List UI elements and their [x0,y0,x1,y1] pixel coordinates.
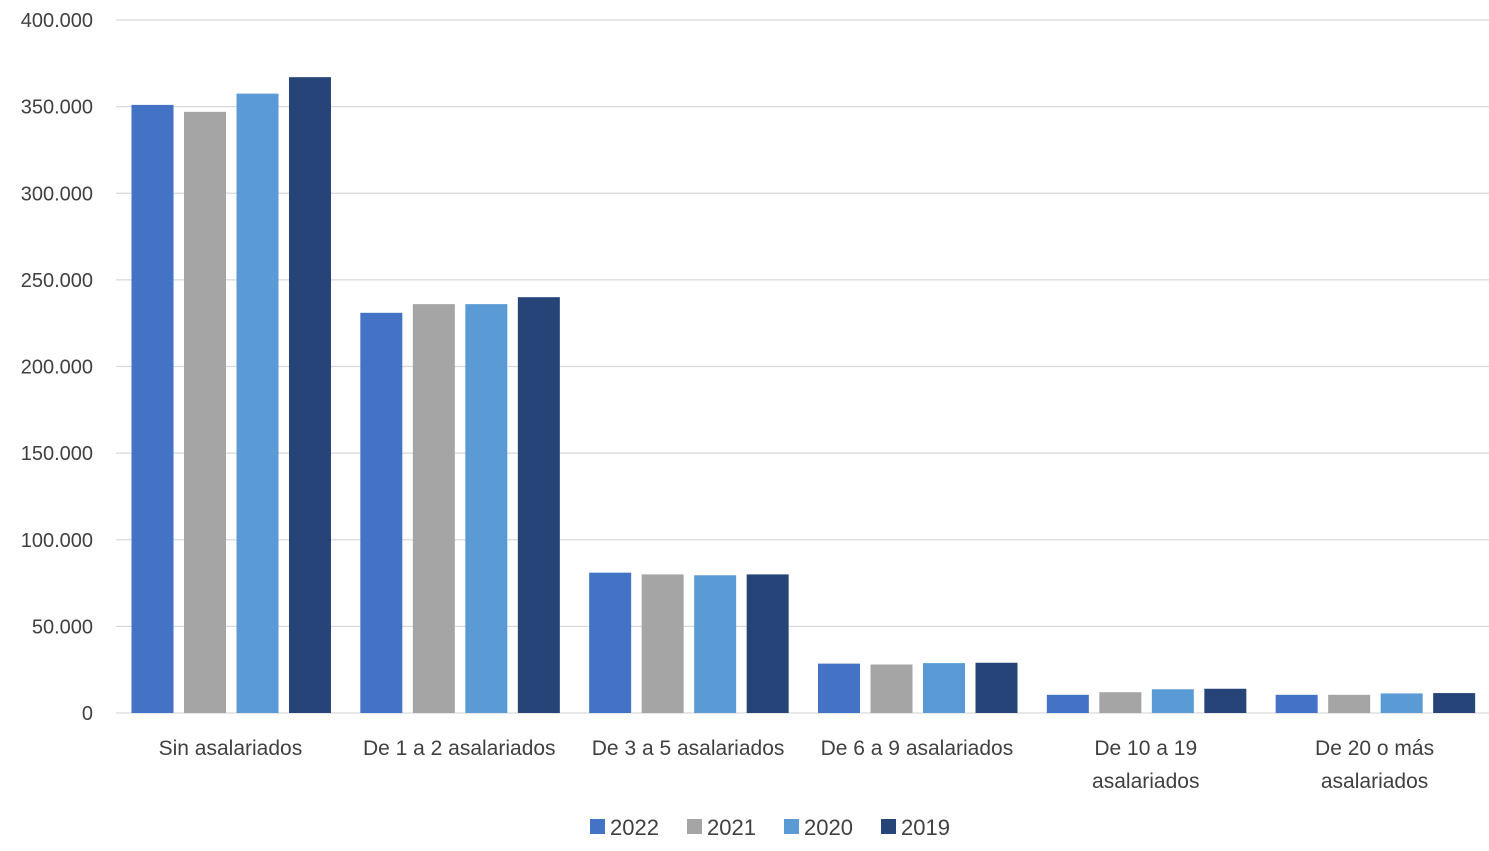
x-category-label: De 3 a 5 asalariados [592,737,785,760]
bar-2019-6 [1433,693,1476,713]
legend-swatch-2019 [881,819,896,834]
y-tick-label: 300.000 [21,183,93,205]
bar-2020-5 [1151,689,1194,713]
x-category-label: asalariados [1092,770,1199,793]
y-tick-label: 150.000 [21,443,93,465]
y-tick-label: 100.000 [21,530,93,552]
y-tick-label: 0 [82,703,93,725]
y-tick-label: 200.000 [21,357,93,379]
bar-2021-1 [184,111,226,713]
bar-2020-1 [236,93,279,714]
bar-2021-5 [1099,692,1142,713]
bar-2020-3 [694,575,737,713]
x-category-label: De 10 a 19 [1094,737,1197,760]
x-category-label: De 20 o más [1315,737,1434,760]
bar-2019-3 [746,574,789,713]
legend-swatch-2021 [687,819,702,834]
legend-label: 2021 [707,815,756,840]
x-category-label: asalariados [1321,770,1428,793]
bar-2021-3 [641,574,684,713]
x-category-label: De 1 a 2 asalariados [363,737,556,760]
y-tick-label: 250.000 [21,270,93,292]
bar-2019-1 [289,77,331,714]
bar-2022-6 [1275,694,1318,713]
bar-2019-5 [1204,688,1247,713]
bar-2022-3 [589,572,632,713]
legend-label: 2020 [804,815,853,840]
bar-2021-6 [1328,694,1371,713]
bar-2022-1 [131,104,174,713]
bar-2020-2 [465,304,508,713]
bar-2020-6 [1380,693,1423,713]
legend-swatch-2022 [590,819,605,834]
legend-swatch-2020 [784,819,799,834]
legend-label: 2022 [610,815,659,840]
bar-2019-2 [517,297,560,713]
x-category-label: De 6 a 9 asalariados [821,737,1014,760]
bar-2022-2 [360,312,403,713]
y-tick-label: 350.000 [21,97,93,119]
bar-2022-5 [1046,694,1089,713]
bar-2019-4 [975,662,1018,713]
x-category-label: Sin asalariados [159,737,303,760]
bar-2022-4 [818,663,860,713]
bar-2021-2 [412,304,455,713]
legend-label: 2019 [901,815,950,840]
bar-2021-4 [870,664,913,713]
y-tick-label: 50.000 [32,616,93,638]
bar-2020-4 [923,663,965,713]
y-tick-label: 400.000 [21,10,93,32]
